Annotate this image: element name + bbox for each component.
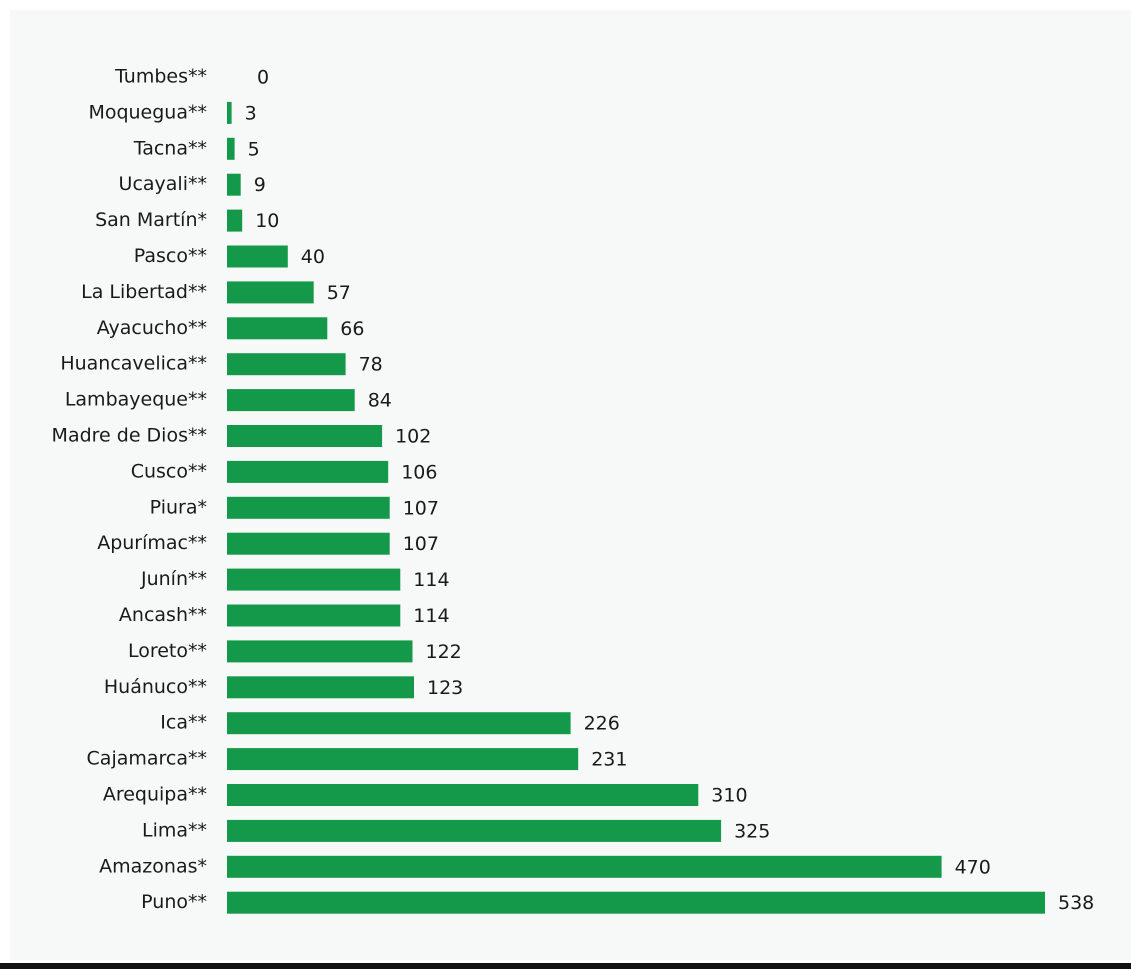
bar [227, 532, 390, 555]
category-label: Piura* [150, 496, 207, 518]
bar [227, 496, 390, 519]
bar [227, 676, 414, 699]
value-label: 66 [340, 318, 364, 340]
value-label: 10 [255, 210, 279, 232]
value-label: 40 [301, 246, 325, 268]
value-label: 114 [413, 569, 449, 591]
value-label: 5 [248, 138, 260, 160]
chart-panel: Tumbes** 0 Moquegua** 3 Tacna** 5 Ucayali** 9 Sa… [10, 10, 1131, 960]
category-label: Madre de Dios** [52, 425, 207, 447]
category-label: Huancavelica** [60, 353, 207, 375]
bar [227, 137, 235, 160]
value-label: 84 [368, 390, 392, 412]
category-label: Ancash** [119, 604, 207, 626]
value-label: 310 [711, 785, 747, 807]
category-label: Tacna** [133, 137, 207, 159]
bar [227, 891, 1045, 914]
value-label: 123 [427, 677, 463, 699]
category-label: Lambayeque** [65, 389, 207, 411]
value-label: 325 [734, 820, 770, 842]
category-label: Ucayali** [119, 173, 207, 195]
bar [227, 460, 389, 483]
value-label: 78 [359, 354, 383, 376]
value-label: 107 [403, 533, 439, 555]
value-label: 122 [426, 641, 462, 663]
value-label: 9 [254, 174, 266, 196]
value-label: 114 [413, 605, 449, 627]
bar [227, 604, 401, 627]
category-label: Pasco** [134, 245, 207, 267]
category-label: Huánuco** [104, 676, 207, 698]
category-label: Loreto** [128, 640, 207, 662]
category-label: Cusco** [131, 460, 207, 482]
bottom-rule [0, 963, 1131, 969]
value-label: 106 [401, 461, 437, 483]
bar [227, 209, 243, 232]
bar-chart: Tumbes** 0 Moquegua** 3 Tacna** 5 Ucayali** 9 Sa… [52, 66, 1095, 915]
category-label: Ayacucho** [97, 317, 207, 339]
bar [227, 784, 699, 806]
value-label: 57 [327, 282, 351, 304]
category-label: Cajamarca** [87, 748, 207, 770]
category-label: Apurímac** [97, 532, 207, 554]
category-label: Amazonas* [99, 855, 207, 877]
category-label: Lima** [142, 819, 207, 841]
bar [227, 317, 328, 340]
bar [227, 819, 722, 842]
value-label: 226 [584, 713, 620, 735]
category-label: Moquegua** [88, 101, 207, 123]
bar [227, 425, 383, 447]
bar [227, 101, 232, 124]
bar [227, 389, 355, 412]
value-label: 470 [955, 856, 991, 878]
value-label: 107 [403, 497, 439, 519]
category-label: Tumbes** [114, 66, 207, 88]
category-label: Junín** [140, 568, 207, 590]
value-label: 3 [245, 102, 257, 124]
bar [227, 353, 346, 376]
bar [227, 568, 401, 591]
value-label: 538 [1058, 892, 1094, 914]
category-label: San Martín* [95, 209, 207, 231]
value-label: 102 [395, 426, 431, 448]
bar [227, 281, 314, 304]
value-label: 0 [257, 67, 269, 89]
bar [227, 712, 571, 735]
value-label: 231 [591, 749, 627, 771]
bar [227, 245, 288, 268]
bar [227, 640, 413, 663]
category-label: Ica** [160, 712, 207, 734]
category-label: Puno** [141, 891, 207, 913]
category-label: La Libertad** [81, 281, 207, 303]
category-label: Arequipa** [103, 784, 207, 806]
bar [227, 748, 579, 771]
bar [227, 855, 942, 878]
bar [227, 173, 241, 196]
